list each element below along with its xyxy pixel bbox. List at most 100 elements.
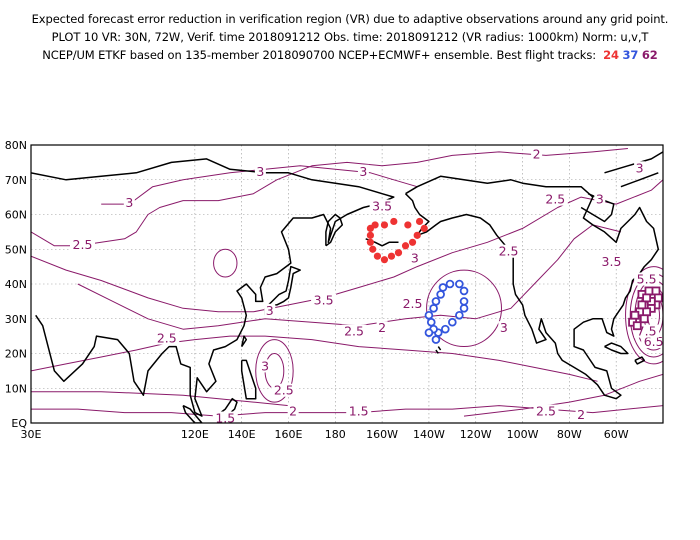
contour-line [31,335,598,382]
lat-tick-label: 30N [5,313,27,326]
contour-value-label: 3.5 [314,292,334,307]
lon-tick-label: 120W [460,428,492,441]
contour-ring [213,248,238,278]
track-37-point [448,317,457,327]
lat-tick-label: 20N [5,348,27,361]
track-37-legend: 37 [622,48,639,62]
lat-tick-label: 10N [5,382,27,395]
lon-tick-label: 140E [228,428,256,441]
contour-label-bg [376,321,388,335]
track-24-point [380,256,389,264]
track-37-point [424,328,434,337]
track-62-point [653,293,663,303]
track-24-point [420,224,428,232]
lat-tick-label: 80N [5,139,27,152]
flight-tracks [366,217,663,344]
coastline [404,175,660,400]
track-37-point [459,297,469,306]
track-24-point [387,252,396,260]
track-24-point [401,242,410,250]
track-62-point [637,300,647,310]
track-24-point [415,217,424,226]
track-62-point [642,307,652,317]
contour-labels: 3 2.5 3 3 3.5 3.5 3 3 2.5 2.5 2 2.5 3 2 2.5 2.5 3 3 3.5 5.5… [69,146,667,426]
track-37-point [455,310,464,320]
coastline [182,404,203,423]
contour-label-bg [641,335,667,349]
contour-value-label: 2 [378,320,386,335]
contour-label-bg [531,147,543,161]
track-37-point [441,324,450,334]
lon-tick-label: 180 [325,428,346,441]
coastlines [31,151,663,423]
track-24-point [366,238,375,246]
track-24-legend: 24 [603,48,619,62]
contour-value-label: 3 [256,164,264,179]
lon-tick-label: 60W [604,428,629,441]
contour-value-label: 2.5 [344,324,364,339]
contour-label-bg [287,404,299,418]
track-37-point [438,283,448,292]
track-62-legend: 62 [641,48,658,62]
track-37-point [431,297,441,306]
contour-ring [255,339,294,403]
contour-value-label: 2 [577,407,585,422]
contour-line [463,373,663,417]
contour-label-bg [634,161,646,175]
contour-line [77,224,622,330]
lon-tick-label: 80W [557,428,582,441]
contour-label-bg [542,192,568,206]
contour-value-label: 2.5 [403,296,423,311]
contour-line [31,179,663,313]
track-62-point [639,314,649,324]
track-24-point [373,252,382,260]
contour-value-label: 3 [636,160,644,175]
contour-value-label: 1.5 [215,411,235,426]
title-line-2: PLOT 10 VR: 30N, 72W, Verif. time 201809… [51,30,649,44]
title-line-1: Expected forecast error reduction in ver… [31,12,669,26]
lon-tick-label: 120E [181,428,209,441]
contour-value-label: 2.5 [73,237,93,252]
track-24-point [366,231,375,239]
contour-value-label: 2.5 [157,331,177,346]
coastline [240,359,257,400]
coastline [264,265,301,316]
lat-tick-label: 60N [5,209,27,222]
contour-label-bg [254,164,266,178]
contour-label-bg [599,255,625,269]
contour-lines [31,148,663,417]
contour-label-bg [575,408,587,422]
lat-tick-label: 40N [5,278,27,291]
contour-value-label: 3 [359,164,367,179]
contour-value-label: 3 [261,358,269,373]
contour-value-label: 3 [500,320,508,335]
contour-value-label: 3.5 [602,254,622,269]
track-24-point [408,238,417,246]
track-37-point [459,304,469,313]
contour-ring [426,269,502,348]
track-24-point [394,249,403,257]
track-62-point [642,293,652,303]
lat-tick-label: 50N [5,243,27,256]
coastline [604,342,629,355]
contour-label-bg [212,411,238,425]
contour-label-bg [123,196,135,210]
contour-label-bg [400,296,426,310]
coastline [437,346,442,351]
contour-value-label: 3 [266,303,274,318]
lat-tick-label: 70N [5,174,27,187]
coastline [634,356,646,365]
contour-label-bg [369,199,395,213]
lon-tick-label: 100W [507,428,539,441]
track-37-point [429,304,438,313]
contour-label-bg [259,359,271,373]
track-62-point [644,286,654,296]
contour-value-label: 6.5 [644,334,664,349]
track-24-point [369,245,377,253]
lon-tick-label: 30E [21,428,42,441]
contour-value-label: 2.5 [274,383,294,398]
contour-value-label: 2.5 [499,244,519,259]
track-24-point [413,231,421,239]
figure-title: Expected forecast error reduction in ver… [0,10,700,64]
